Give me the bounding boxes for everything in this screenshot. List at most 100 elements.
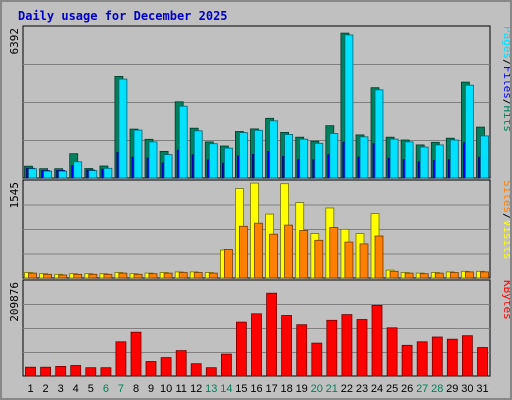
bar-sites-day-28 bbox=[434, 272, 444, 279]
bar-sites-day-20 bbox=[314, 239, 324, 279]
day-label: 21 bbox=[326, 383, 338, 395]
panel-legend: KBytes bbox=[501, 280, 510, 320]
bar-pages-day-7 bbox=[118, 78, 128, 179]
day-label: 8 bbox=[133, 383, 139, 395]
bar-sites-day-10 bbox=[163, 272, 173, 279]
bar-pages-day-4 bbox=[73, 161, 83, 179]
bar-kbytes-day-8 bbox=[130, 331, 142, 377]
chart-title: Daily usage for December 2025 bbox=[18, 9, 228, 23]
bar-pages-day-27 bbox=[419, 146, 429, 179]
bar-sites-day-7 bbox=[118, 272, 128, 279]
bar-kbytes-day-2 bbox=[40, 366, 51, 377]
bar-pages-day-28 bbox=[434, 144, 444, 179]
bar-kbytes-day-11 bbox=[175, 350, 187, 377]
bar-sites-day-21 bbox=[329, 227, 339, 279]
bar-sites-day-26 bbox=[404, 272, 414, 279]
day-label: 31 bbox=[476, 383, 488, 395]
bar-sites-day-12 bbox=[193, 272, 203, 279]
day-label: 24 bbox=[371, 383, 383, 395]
legend-entry: Visits bbox=[501, 220, 510, 260]
day-label: 13 bbox=[205, 383, 217, 395]
bar-kbytes-day-24 bbox=[371, 304, 383, 377]
bar-pages-day-15 bbox=[238, 132, 248, 179]
day-label: 29 bbox=[446, 383, 458, 395]
bar-pages-day-14 bbox=[223, 147, 233, 179]
legend-entry: Sites bbox=[501, 180, 510, 213]
day-label: 22 bbox=[341, 383, 353, 395]
bar-sites-day-8 bbox=[133, 273, 143, 279]
legend-entry: KBytes bbox=[501, 280, 510, 320]
day-label: 18 bbox=[280, 383, 292, 395]
panel-kbytes: 209876 KBytes bbox=[8, 279, 510, 377]
bar-sites-day-29 bbox=[449, 272, 459, 279]
bar-sites-day-3 bbox=[58, 274, 68, 279]
legend-entry: Files bbox=[501, 66, 510, 99]
legend-entry: / bbox=[501, 59, 510, 66]
day-label: 10 bbox=[160, 383, 172, 395]
bar-sites-day-31 bbox=[480, 271, 489, 279]
day-label: 16 bbox=[250, 383, 262, 395]
bar-sites-day-17 bbox=[269, 233, 279, 279]
bar-kbytes-day-16 bbox=[251, 313, 262, 377]
bar-kbytes-day-25 bbox=[386, 327, 398, 377]
bar-pages-day-31 bbox=[480, 135, 489, 179]
bar-sites-day-30 bbox=[464, 271, 474, 279]
day-label: 23 bbox=[356, 383, 368, 395]
day-label: 28 bbox=[431, 383, 443, 395]
bar-kbytes-day-9 bbox=[145, 361, 157, 377]
panels: 6392Pages/Files/Hits1545Sites/Visits2098… bbox=[8, 25, 510, 377]
legend-entry: Hits bbox=[501, 106, 510, 133]
bar-kbytes-day-29 bbox=[446, 338, 458, 377]
bar-kbytes-day-3 bbox=[55, 365, 67, 377]
y-max-label: 209876 bbox=[8, 282, 21, 322]
day-label: 4 bbox=[73, 383, 79, 395]
bar-kbytes-day-13 bbox=[205, 367, 217, 377]
bar-kbytes-day-4 bbox=[70, 365, 82, 377]
bar-kbytes-day-26 bbox=[401, 344, 413, 377]
bar-sites-day-16 bbox=[254, 222, 263, 279]
bar-pages-day-29 bbox=[449, 139, 459, 179]
day-label: 11 bbox=[175, 383, 186, 395]
bar-sites-day-13 bbox=[208, 272, 218, 279]
bar-kbytes-day-7 bbox=[115, 341, 127, 377]
day-label: 3 bbox=[58, 383, 64, 395]
bar-kbytes-day-15 bbox=[235, 321, 247, 377]
bar-pages-day-9 bbox=[148, 141, 158, 179]
bar-sites-day-22 bbox=[344, 241, 354, 279]
day-label: 1 bbox=[27, 383, 33, 395]
bar-kbytes-day-14 bbox=[220, 353, 232, 377]
day-label: 26 bbox=[401, 383, 413, 395]
bar-pages-day-16 bbox=[254, 129, 263, 179]
day-label: 14 bbox=[220, 383, 232, 395]
day-label: 27 bbox=[416, 383, 428, 395]
bar-kbytes-day-6 bbox=[100, 367, 112, 377]
bar-sites-day-15 bbox=[238, 225, 248, 279]
bar-pages-day-2 bbox=[43, 170, 52, 179]
bar-sites-day-4 bbox=[73, 273, 83, 279]
bar-pages-day-24 bbox=[374, 89, 384, 179]
bar-pages-day-10 bbox=[163, 154, 173, 179]
day-label: 2 bbox=[43, 383, 49, 395]
bar-sites-day-27 bbox=[419, 273, 429, 279]
day-label: 12 bbox=[190, 383, 202, 395]
bar-kbytes-day-10 bbox=[160, 357, 172, 377]
bar-pages-day-17 bbox=[269, 120, 279, 179]
bar-kbytes-day-17 bbox=[266, 292, 278, 377]
bar-sites-day-25 bbox=[389, 270, 399, 279]
bar-kbytes-day-5 bbox=[85, 367, 97, 377]
bar-sites-day-19 bbox=[299, 230, 309, 279]
bar-pages-day-12 bbox=[193, 130, 203, 179]
day-label: 9 bbox=[148, 383, 154, 395]
bar-pages-day-5 bbox=[88, 170, 98, 179]
bar-pages-day-13 bbox=[208, 143, 218, 179]
bar-kbytes-day-31 bbox=[477, 347, 488, 377]
bar-sites-day-18 bbox=[284, 224, 294, 279]
bar-kbytes-day-1 bbox=[25, 366, 36, 377]
legend-entry: / bbox=[501, 213, 510, 220]
panel-legend: Sites/Visits bbox=[501, 180, 510, 260]
bar-pages-day-11 bbox=[178, 105, 188, 179]
day-label: 19 bbox=[296, 383, 308, 395]
bar-kbytes-day-27 bbox=[416, 341, 428, 377]
bar-pages-day-1 bbox=[28, 168, 37, 179]
